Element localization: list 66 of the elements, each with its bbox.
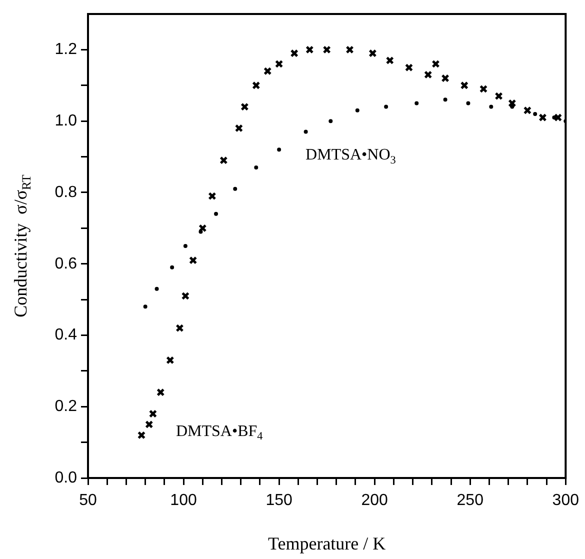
x-axis-title: Temperature / K — [268, 534, 386, 554]
point — [181, 292, 190, 300]
point — [264, 67, 272, 76]
y-tick-label: 0.0 — [54, 469, 78, 486]
point — [148, 410, 158, 418]
point — [277, 148, 282, 152]
point — [154, 286, 159, 291]
point — [145, 420, 154, 429]
point — [441, 74, 450, 82]
y-tick-label: 1.0 — [54, 112, 78, 130]
point — [220, 156, 228, 164]
point — [554, 113, 562, 122]
point — [166, 356, 174, 364]
point — [368, 49, 377, 58]
point — [234, 124, 244, 132]
point — [208, 192, 216, 200]
x-tick-label: 100 — [170, 492, 197, 510]
point — [494, 92, 503, 100]
point — [346, 46, 354, 54]
x-tick-label: 150 — [266, 492, 293, 510]
y-tick-label: 0.6 — [54, 255, 78, 272]
point — [252, 81, 260, 90]
point — [183, 244, 188, 248]
point — [533, 112, 538, 116]
point — [552, 116, 556, 120]
point — [386, 56, 394, 64]
x-tick-label: 300 — [552, 492, 580, 510]
point — [137, 431, 146, 440]
point — [432, 60, 440, 68]
point — [328, 119, 333, 124]
y-tick-label: 1.2 — [54, 41, 78, 58]
point — [254, 165, 258, 170]
point — [523, 106, 532, 114]
point — [460, 81, 468, 90]
point — [306, 46, 314, 54]
y-axis-title: Conductivity σ/σRT — [10, 174, 34, 318]
point — [443, 98, 448, 102]
point — [414, 101, 419, 106]
point — [233, 186, 238, 191]
point — [143, 304, 148, 309]
x-tick-label: 50 — [79, 492, 97, 510]
point — [274, 60, 284, 68]
y-tick-label: 0.8 — [54, 184, 78, 201]
point — [404, 63, 414, 72]
point — [176, 324, 184, 332]
point — [508, 99, 516, 108]
point — [304, 130, 308, 134]
y-tick-label: 0.2 — [54, 398, 78, 416]
point — [479, 84, 488, 94]
point — [466, 101, 470, 106]
point — [189, 256, 198, 264]
x-tick-label: 200 — [361, 492, 388, 510]
point — [489, 104, 494, 109]
point — [290, 49, 298, 58]
point — [240, 102, 249, 111]
point — [322, 46, 331, 54]
x-tick-label: 250 — [456, 492, 484, 510]
y-tick-label: 0.4 — [54, 326, 78, 344]
point — [384, 104, 388, 109]
point — [424, 70, 432, 79]
point — [156, 388, 165, 396]
point — [214, 212, 218, 216]
point — [355, 108, 360, 112]
point — [198, 224, 207, 232]
point — [538, 113, 547, 122]
point — [170, 265, 174, 270]
